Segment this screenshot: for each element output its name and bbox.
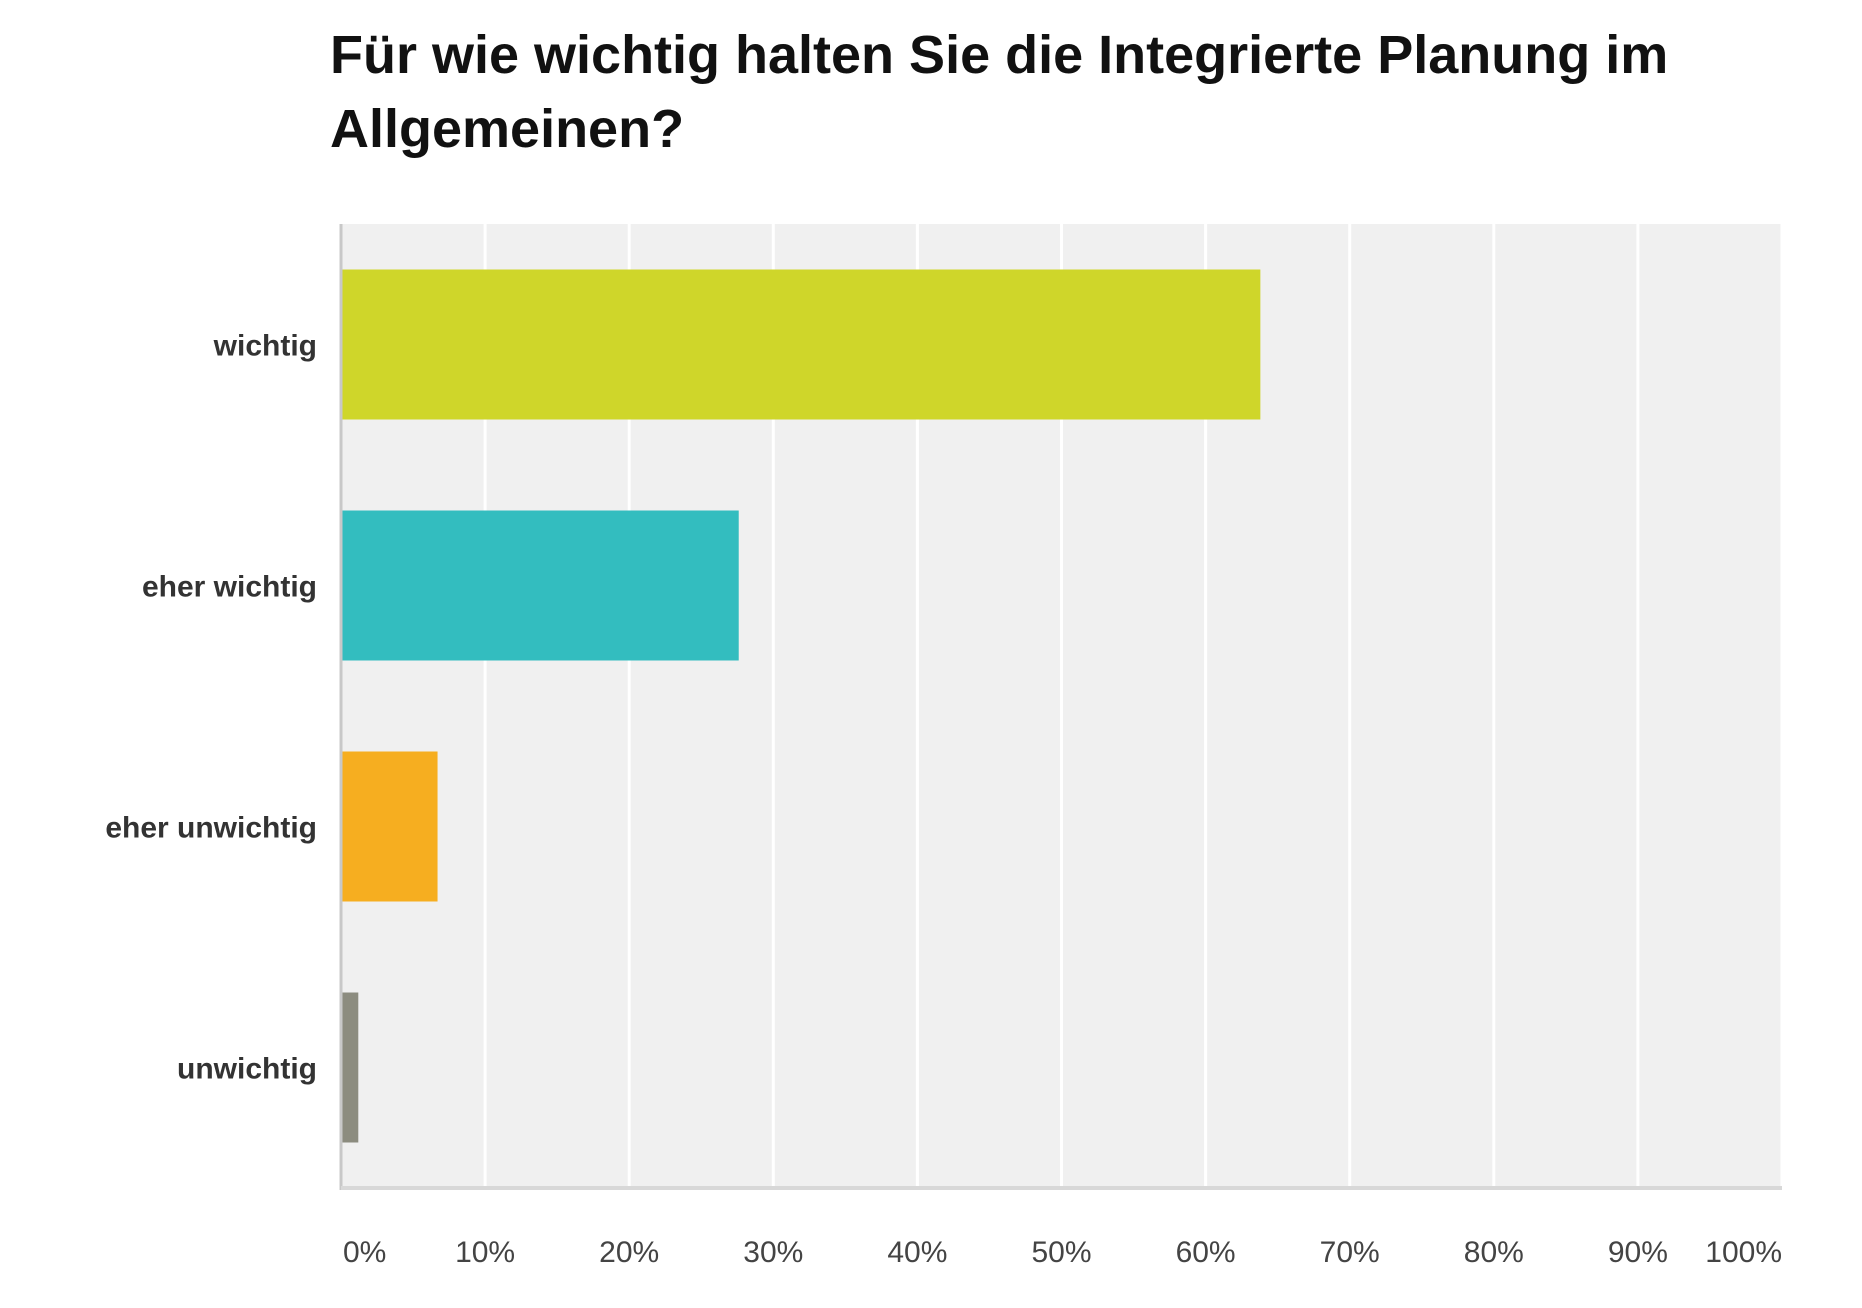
bar-unwichtig — [341, 992, 359, 1143]
x-tick-label: 20% — [599, 1236, 659, 1269]
x-tick-labels: 0% 10% 20% 30% 40% 50% 60% 70% 80% 90% 100% — [343, 1236, 1782, 1269]
chart-title: Für wie wichtig halten Sie die Integrier… — [330, 25, 1669, 159]
category-label: wichtig — [213, 330, 317, 363]
category-label: unwichtig — [177, 1053, 317, 1086]
x-tick-label: 10% — [455, 1236, 515, 1269]
category-label: eher unwichtig — [105, 812, 317, 845]
x-tick-label: 50% — [1031, 1236, 1091, 1269]
category-labels: wichtig eher wichtig eher unwichtig unwicht… — [105, 330, 317, 1086]
bar-wichtig — [341, 269, 1261, 420]
x-tick-label: 70% — [1320, 1236, 1380, 1269]
category-label: eher wichtig — [142, 571, 317, 604]
x-tick-label: 100% — [1705, 1236, 1782, 1269]
x-tick-label: 40% — [887, 1236, 947, 1269]
bars — [341, 269, 1261, 1143]
x-tick-label: 30% — [743, 1236, 803, 1269]
x-tick-label: 0% — [343, 1236, 386, 1269]
x-tick-label: 80% — [1464, 1236, 1524, 1269]
bar-eher-unwichtig — [341, 751, 438, 902]
bar-eher-wichtig — [341, 510, 739, 661]
x-tick-label: 90% — [1608, 1236, 1668, 1269]
x-tick-label: 60% — [1176, 1236, 1236, 1269]
